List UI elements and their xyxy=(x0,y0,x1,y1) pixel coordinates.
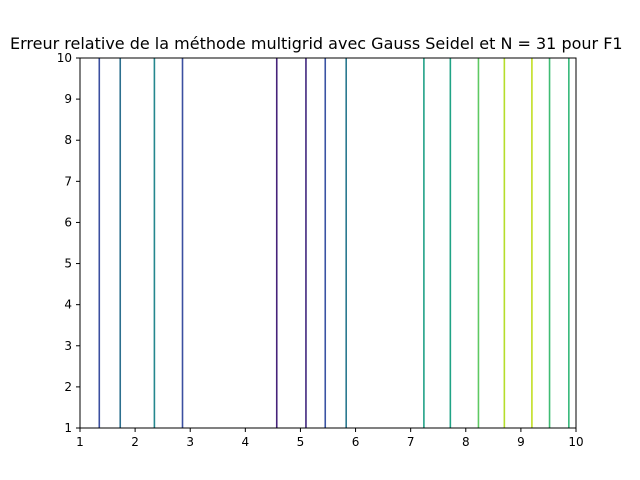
series-lines xyxy=(98,58,570,428)
y-axis: 1 2 3 4 5 6 7 8 9 10 xyxy=(57,51,80,435)
x-tick-label: 4 xyxy=(242,435,250,449)
x-tick-label: 10 xyxy=(568,435,583,449)
y-tick-label: 1 xyxy=(64,421,72,435)
x-axis: 1 2 3 4 5 6 7 8 9 10 xyxy=(76,428,584,449)
x-tick-label: 1 xyxy=(76,435,84,449)
x-tick-label: 9 xyxy=(517,435,525,449)
y-tick-label: 4 xyxy=(64,298,72,312)
y-tick-label: 3 xyxy=(64,339,72,353)
y-tick-label: 8 xyxy=(64,133,72,147)
x-tick-label: 8 xyxy=(462,435,470,449)
x-tick-label: 5 xyxy=(297,435,305,449)
x-tick-label: 2 xyxy=(131,435,139,449)
x-tick-label: 7 xyxy=(407,435,415,449)
y-tick-label: 10 xyxy=(57,51,72,65)
y-tick-label: 9 xyxy=(64,92,72,106)
y-tick-label: 5 xyxy=(64,257,72,271)
x-tick-label: 3 xyxy=(186,435,194,449)
chart-title: Erreur relative de la méthode multigrid … xyxy=(10,34,623,53)
x-tick-label: 6 xyxy=(352,435,360,449)
y-tick-label: 2 xyxy=(64,380,72,394)
axes-frame xyxy=(79,57,577,429)
y-tick-label: 6 xyxy=(64,215,72,229)
y-tick-label: 7 xyxy=(64,174,72,188)
